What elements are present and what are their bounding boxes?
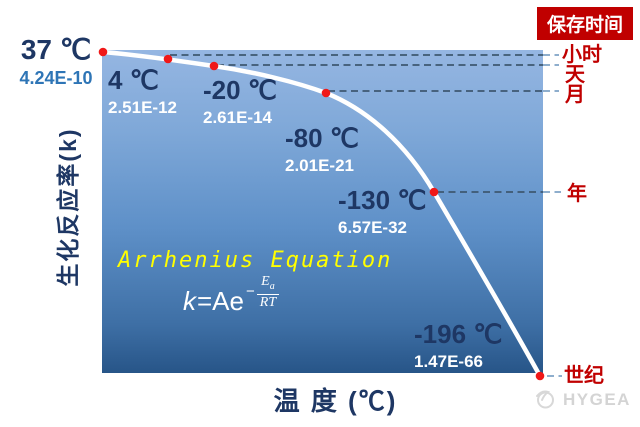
formula-exponent: − Ea RT: [246, 274, 280, 310]
temp-label: -20 ℃: [203, 75, 278, 105]
point-label-minus80c: -80 ℃ 2.01E-21: [285, 123, 360, 176]
k-value-label: 2.61E-14: [203, 108, 272, 128]
temp-label: -80 ℃: [285, 123, 360, 153]
temp-label: -196 ℃: [414, 319, 503, 349]
formula-base: =Ae: [197, 286, 244, 316]
formula-k: k: [183, 286, 196, 316]
y-axis-label: 生化反应率(k): [55, 127, 81, 287]
storage-tick-months: 月: [565, 84, 585, 106]
k-value-label: 1.47E-66: [414, 352, 483, 372]
formula-denominator: RT: [259, 294, 277, 310]
temp-label: -130 ℃: [338, 185, 427, 215]
k-value-label: 6.57E-32: [338, 218, 407, 238]
storage-time-badge: 保存时间: [537, 7, 634, 40]
reaction-rate-curve: [100, 49, 543, 379]
point-label-minus196c: -196 ℃ 1.47E-66: [414, 319, 503, 372]
temp-label: 37 ℃: [20, 34, 92, 65]
storage-tick-days: 天: [565, 64, 585, 86]
point-label-37c: 37 ℃ 4.24E-10: [6, 34, 106, 89]
k-value-label: 2.01E-21: [285, 156, 354, 176]
k-value-label: 4.24E-10: [19, 68, 93, 89]
point-label-4c: 4 ℃ 2.51E-12: [108, 65, 177, 118]
arrhenius-equation-title: Arrhenius Equation: [118, 248, 393, 273]
k-value-label: 2.51E-12: [108, 98, 177, 118]
arrhenius-formula: k =Ae − Ea RT: [183, 274, 280, 322]
point-label-minus20c: -20 ℃ 2.61E-14: [203, 75, 278, 128]
formula-fraction: Ea RT: [256, 274, 280, 310]
dashed-guide-lines: [170, 54, 562, 377]
x-axis-label: 温 度 (℃): [273, 386, 398, 416]
hygea-logo-text: HYGEA: [563, 389, 631, 409]
temp-label: 4 ℃: [108, 65, 159, 95]
storage-tick-years: 年: [567, 183, 587, 205]
hygea-logo: HYGEA: [534, 388, 631, 411]
plot-area: [102, 50, 543, 373]
formula-minus: −: [246, 283, 255, 301]
formula-ea-sub: a: [269, 280, 275, 292]
formula-ea: E: [261, 274, 270, 289]
hygea-logo-icon: [536, 390, 554, 409]
data-point-dots: [98, 47, 545, 381]
point-label-minus130c: -130 ℃ 6.57E-32: [338, 185, 427, 238]
storage-tick-century: 世纪: [564, 365, 604, 387]
storage-tick-hours: 小时: [562, 44, 602, 66]
formula-numerator: Ea: [256, 274, 280, 295]
